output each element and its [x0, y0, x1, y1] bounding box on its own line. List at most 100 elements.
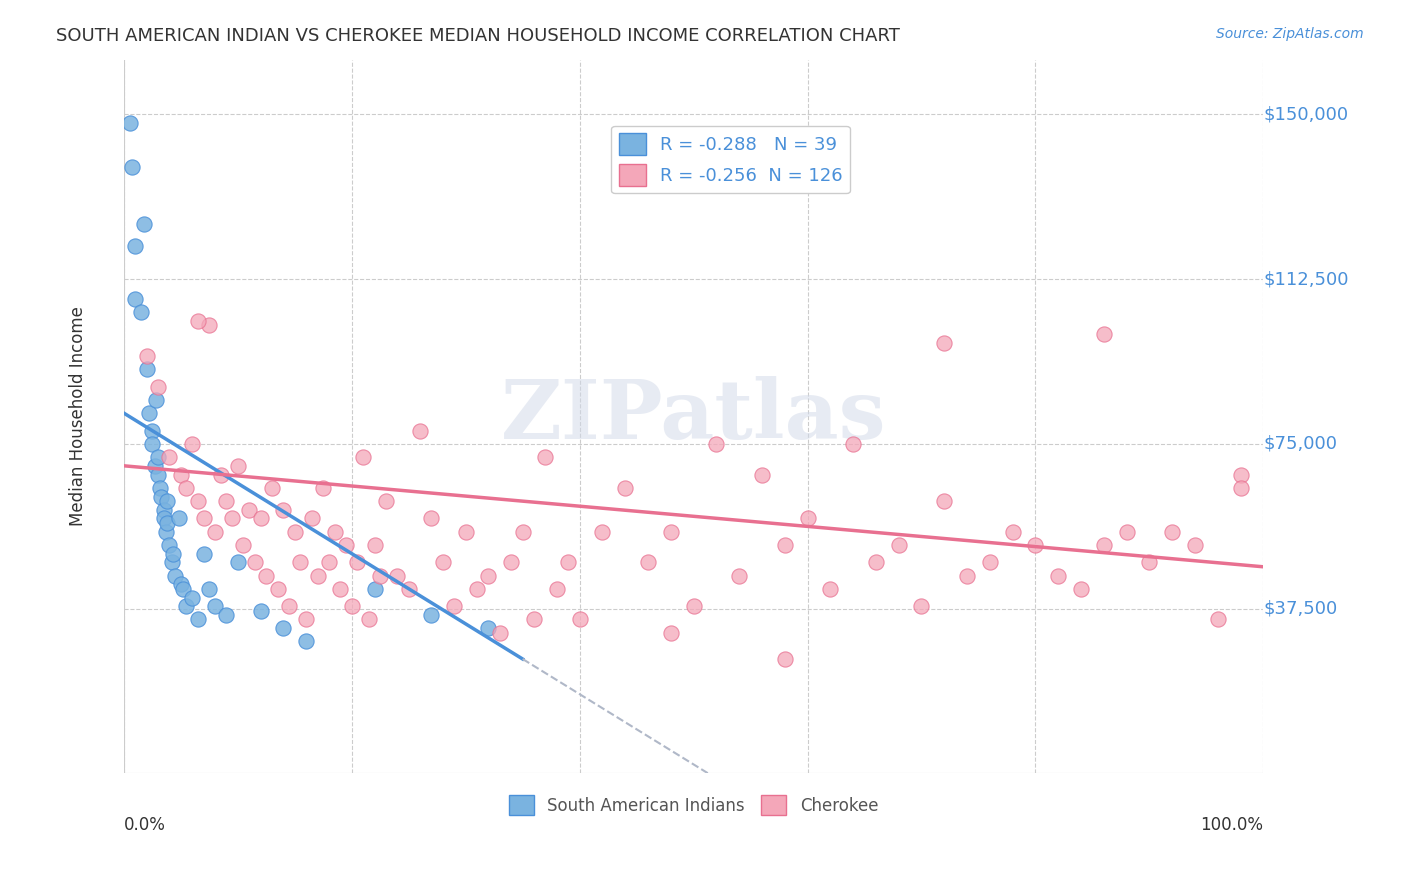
- Point: [215, 608, 238, 623]
- Point: [934, 494, 956, 508]
- Legend: South American Indians, Cherokee: South American Indians, Cherokee: [502, 789, 884, 822]
- Point: [124, 239, 146, 253]
- Point: [934, 335, 956, 350]
- Point: [278, 599, 301, 614]
- Point: [1047, 568, 1070, 582]
- Point: [489, 625, 512, 640]
- Point: [193, 547, 215, 561]
- Point: [1137, 556, 1160, 570]
- Point: [329, 582, 352, 596]
- Point: [387, 568, 409, 582]
- Point: [557, 556, 579, 570]
- Point: [165, 568, 187, 582]
- Point: [254, 568, 277, 582]
- Point: [187, 494, 209, 508]
- Point: [198, 318, 221, 333]
- Point: [155, 524, 177, 539]
- Point: [141, 424, 163, 438]
- Point: [751, 467, 773, 482]
- Point: [181, 591, 204, 605]
- Point: [226, 556, 249, 570]
- Point: [301, 511, 323, 525]
- Point: [363, 582, 385, 596]
- Point: [534, 450, 557, 464]
- Point: [432, 556, 454, 570]
- Point: [167, 511, 190, 525]
- Text: SOUTH AMERICAN INDIAN VS CHEROKEE MEDIAN HOUSEHOLD INCOME CORRELATION CHART: SOUTH AMERICAN INDIAN VS CHEROKEE MEDIAN…: [56, 27, 900, 45]
- Point: [659, 625, 682, 640]
- Point: [1024, 538, 1046, 552]
- Point: [637, 556, 659, 570]
- Point: [1229, 481, 1251, 495]
- Point: [591, 524, 613, 539]
- Point: [232, 538, 254, 552]
- Point: [307, 568, 329, 582]
- Point: [346, 556, 368, 570]
- Point: [357, 612, 380, 626]
- Point: [215, 494, 238, 508]
- Point: [146, 450, 169, 464]
- Point: [887, 538, 910, 552]
- Point: [249, 511, 271, 525]
- Point: [312, 481, 335, 495]
- Point: [273, 621, 295, 635]
- Point: [266, 582, 288, 596]
- Point: [143, 458, 166, 473]
- Point: [512, 524, 534, 539]
- Point: [172, 582, 194, 596]
- Point: [374, 494, 396, 508]
- Text: $37,500: $37,500: [1264, 599, 1337, 617]
- Point: [160, 556, 183, 570]
- Point: [318, 556, 340, 570]
- Point: [170, 577, 193, 591]
- Point: [842, 437, 865, 451]
- Point: [181, 437, 204, 451]
- Point: [1229, 467, 1251, 482]
- Text: 100.0%: 100.0%: [1201, 816, 1264, 834]
- Point: [118, 116, 141, 130]
- Point: [295, 634, 318, 648]
- Point: [187, 612, 209, 626]
- Point: [176, 481, 198, 495]
- Point: [135, 349, 157, 363]
- Point: [149, 481, 172, 495]
- Point: [260, 481, 283, 495]
- Point: [614, 481, 637, 495]
- Point: [477, 621, 499, 635]
- Point: [1092, 538, 1115, 552]
- Point: [150, 490, 173, 504]
- Point: [501, 556, 523, 570]
- Point: [568, 612, 591, 626]
- Point: [157, 538, 180, 552]
- Point: [682, 599, 704, 614]
- Point: [706, 437, 728, 451]
- Point: [773, 538, 796, 552]
- Point: [465, 582, 488, 596]
- Point: [820, 582, 842, 596]
- Point: [204, 599, 226, 614]
- Point: [238, 502, 260, 516]
- Point: [420, 511, 443, 525]
- Text: $75,000: $75,000: [1264, 434, 1337, 453]
- Point: [152, 511, 174, 525]
- Point: [187, 314, 209, 328]
- Point: [204, 524, 226, 539]
- Point: [443, 599, 465, 614]
- Text: Source: ZipAtlas.com: Source: ZipAtlas.com: [1216, 27, 1364, 41]
- Point: [146, 467, 169, 482]
- Point: [323, 524, 346, 539]
- Point: [209, 467, 232, 482]
- Point: [243, 556, 266, 570]
- Point: [134, 217, 156, 231]
- Point: [273, 502, 295, 516]
- Point: [1206, 612, 1229, 626]
- Point: [156, 494, 179, 508]
- Point: [1092, 327, 1115, 342]
- Point: [1070, 582, 1092, 596]
- Text: 0.0%: 0.0%: [124, 816, 166, 834]
- Point: [477, 568, 499, 582]
- Point: [352, 450, 374, 464]
- Point: [138, 406, 160, 420]
- Point: [454, 524, 477, 539]
- Point: [152, 502, 174, 516]
